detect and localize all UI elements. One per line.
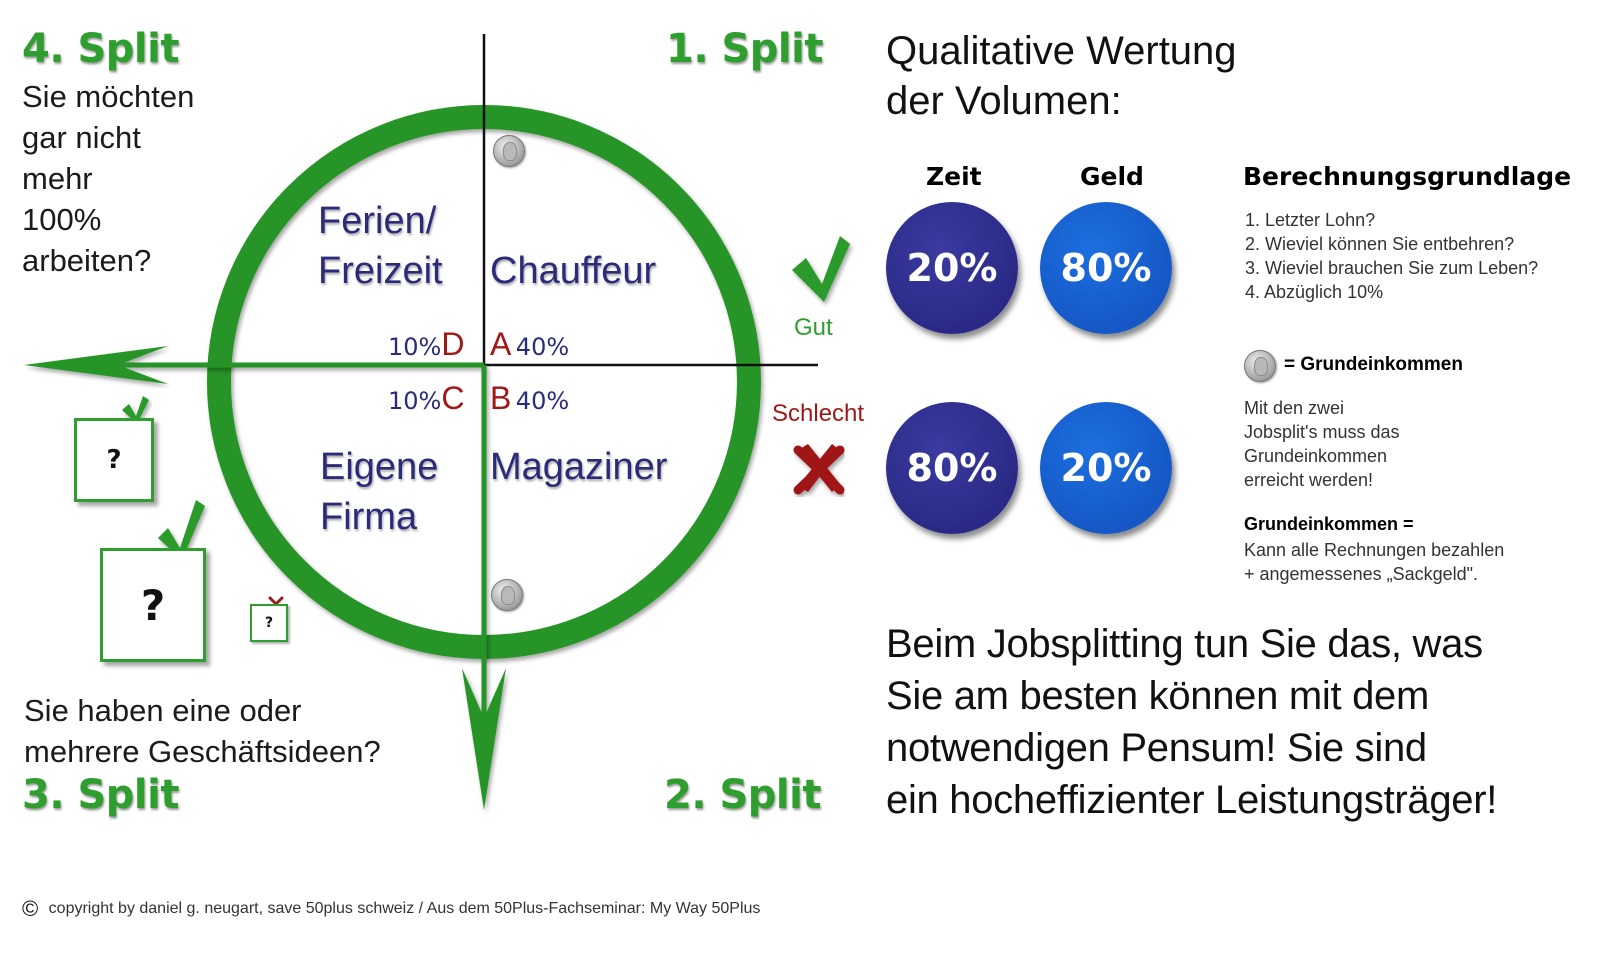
bubble-good-money: 80%: [1040, 202, 1172, 334]
question-box-large: ?: [100, 548, 206, 662]
basis-note: Mit den zwei Jobsplit's muss das Grundei…: [1244, 398, 1400, 490]
definition-title: Grundeinkommen =: [1244, 514, 1414, 534]
bubble-good-time: 20%: [886, 202, 1018, 334]
copyright-text: copyright by daniel g. neugart, save 50p…: [48, 900, 761, 917]
quadrant-d-letter: D: [441, 326, 465, 362]
medium-check-icon: [158, 500, 205, 560]
question-box-tiny: ?: [250, 604, 288, 642]
basis-title: Berechnungsgrundlage: [1243, 162, 1572, 191]
basis-item: 3. Wieviel brauchen Sie zum Leben?: [1245, 258, 1539, 278]
bad-cross-icon: [793, 444, 845, 495]
basis-list: 1. Letzter Lohn? 2. Wieviel können Sie e…: [1245, 208, 1538, 304]
good-check-icon: [792, 236, 850, 302]
quadrant-a-letter: A: [490, 326, 512, 362]
coin-legend-label: = Grundeinkommen: [1284, 354, 1463, 375]
basis-item: 1. Letzter Lohn?: [1245, 210, 1376, 230]
coin-icon-bottom: [491, 579, 523, 611]
split-1-label: 1. Split: [666, 26, 823, 72]
split-2-label: 2. Split: [664, 772, 821, 818]
good-label: Gut: [794, 314, 833, 341]
quadrant-b-pct: 40%: [515, 387, 570, 415]
question-box-small: ?: [74, 418, 154, 502]
quadrant-b-share: B 40%: [490, 380, 569, 417]
quadrant-c-share: 10%C: [388, 380, 464, 417]
quadrant-d-label: Ferien/ Freizeit: [318, 200, 443, 292]
col-money-header: Geld: [1080, 162, 1144, 191]
quadrant-a-label: Chauffeur: [490, 250, 657, 292]
split-4-label: 4. Split: [22, 26, 179, 72]
bubble-bad-money: 20%: [1040, 402, 1172, 534]
quadrant-d-share: 10%D: [388, 326, 464, 363]
coin-icon-top: [493, 135, 525, 167]
footer: © copyright by daniel g. neugart, save 5…: [22, 896, 760, 922]
bad-label: Schlecht: [772, 400, 865, 427]
conclusion-text: Beim Jobsplitting tun Sie das, was Sie a…: [886, 622, 1498, 822]
copyright-icon: ©: [22, 896, 39, 921]
left-arrow: [24, 346, 484, 384]
down-arrow: [462, 365, 506, 810]
quadrant-d-pct: 10%: [388, 333, 442, 361]
basis-item: 2. Wieviel können Sie entbehren?: [1245, 234, 1515, 254]
question-bottom-left: Sie haben eine oder mehrere Geschäftside…: [24, 693, 381, 769]
question-top-left: Sie möchten gar nicht mehr 100% arbeiten…: [22, 79, 195, 278]
coin-icon-legend: [1244, 350, 1276, 382]
quadrant-b-label: Magaziner: [490, 446, 668, 488]
quadrant-a-pct: 40%: [515, 333, 570, 361]
quadrant-b-letter: B: [490, 380, 512, 416]
definition-text: Kann alle Rechnungen bezahlen + angemess…: [1244, 540, 1505, 584]
col-time-header: Zeit: [926, 162, 982, 191]
quadrant-a-share: A 40%: [490, 326, 569, 363]
split-3-label: 3. Split: [22, 772, 179, 818]
qualitative-title: Qualitative Wertung der Volumen:: [886, 29, 1237, 123]
quadrant-c-letter: C: [441, 380, 465, 416]
small-check-icon: [122, 396, 149, 424]
basis-item: 4. Abzüglich 10%: [1245, 282, 1384, 302]
bubble-bad-time: 80%: [886, 402, 1018, 534]
quadrant-c-label: Eigene Firma: [320, 446, 439, 538]
quadrant-c-pct: 10%: [388, 387, 442, 415]
